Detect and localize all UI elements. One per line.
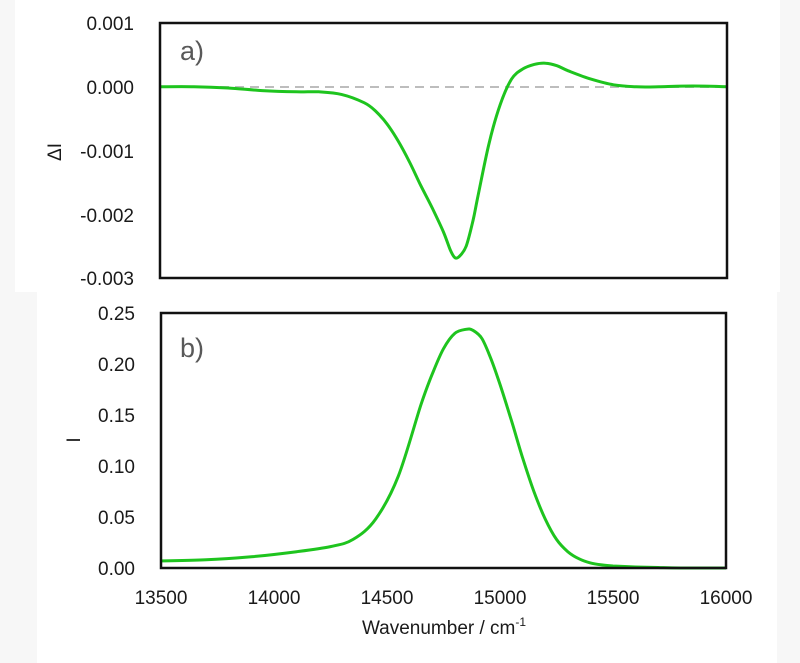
- panel-a-y-axis-label: ΔI: [45, 143, 66, 161]
- x-ticks: 13500 14000 14500 15000 15500 16000: [135, 588, 753, 609]
- panel-b-y-axis-label: I: [64, 437, 85, 442]
- y-tick-label: 0.25: [98, 304, 135, 325]
- y-tick-label: 0.000: [86, 78, 134, 99]
- y-tick-label: -0.001: [80, 142, 134, 163]
- y-tick-label: -0.003: [80, 269, 134, 290]
- intensity-series-line: [160, 327, 727, 570]
- panel-b-frame: [159, 311, 728, 570]
- panel-b-y-ticks: 0.25 0.20 0.15 0.10 0.05 0.00: [98, 304, 135, 580]
- y-tick-label: 0.001: [86, 14, 134, 35]
- x-axis-label: Wavenumber / cm-1: [362, 615, 526, 639]
- x-tick-label: 15000: [474, 588, 527, 609]
- x-tick-label: 14500: [361, 588, 414, 609]
- panel-a-y-ticks: 0.001 0.000 -0.001 -0.002 -0.003: [80, 14, 134, 290]
- y-tick-label: 0.00: [98, 559, 135, 580]
- x-axis-label-superscript: -1: [515, 615, 526, 629]
- panel-a-label: a): [180, 36, 204, 66]
- panel-b-label: b): [180, 333, 204, 363]
- panel-a: a) 0.001 0.000 -0.001 -0.002 -0.003 ΔI: [45, 14, 729, 290]
- y-tick-label: 0.05: [98, 508, 135, 529]
- panel-b: b) 0.25 0.20 0.15 0.10 0.05 0.00 I 13500…: [64, 304, 752, 639]
- panel-a-plot-area: [160, 23, 727, 278]
- x-tick-label: 16000: [700, 588, 753, 609]
- x-tick-label: 15500: [587, 588, 640, 609]
- y-tick-label: 0.15: [98, 406, 135, 427]
- panel-a-frame: [158, 21, 729, 280]
- x-tick-label: 13500: [135, 588, 188, 609]
- x-tick-label: 14000: [248, 588, 301, 609]
- y-tick-label: 0.10: [98, 457, 135, 478]
- delta-i-series-line: [159, 61, 728, 260]
- y-tick-label: -0.002: [80, 206, 134, 227]
- y-tick-label: 0.20: [98, 355, 135, 376]
- panel-b-plot-area: [161, 313, 726, 568]
- x-axis-label-main: Wavenumber / cm: [362, 618, 515, 639]
